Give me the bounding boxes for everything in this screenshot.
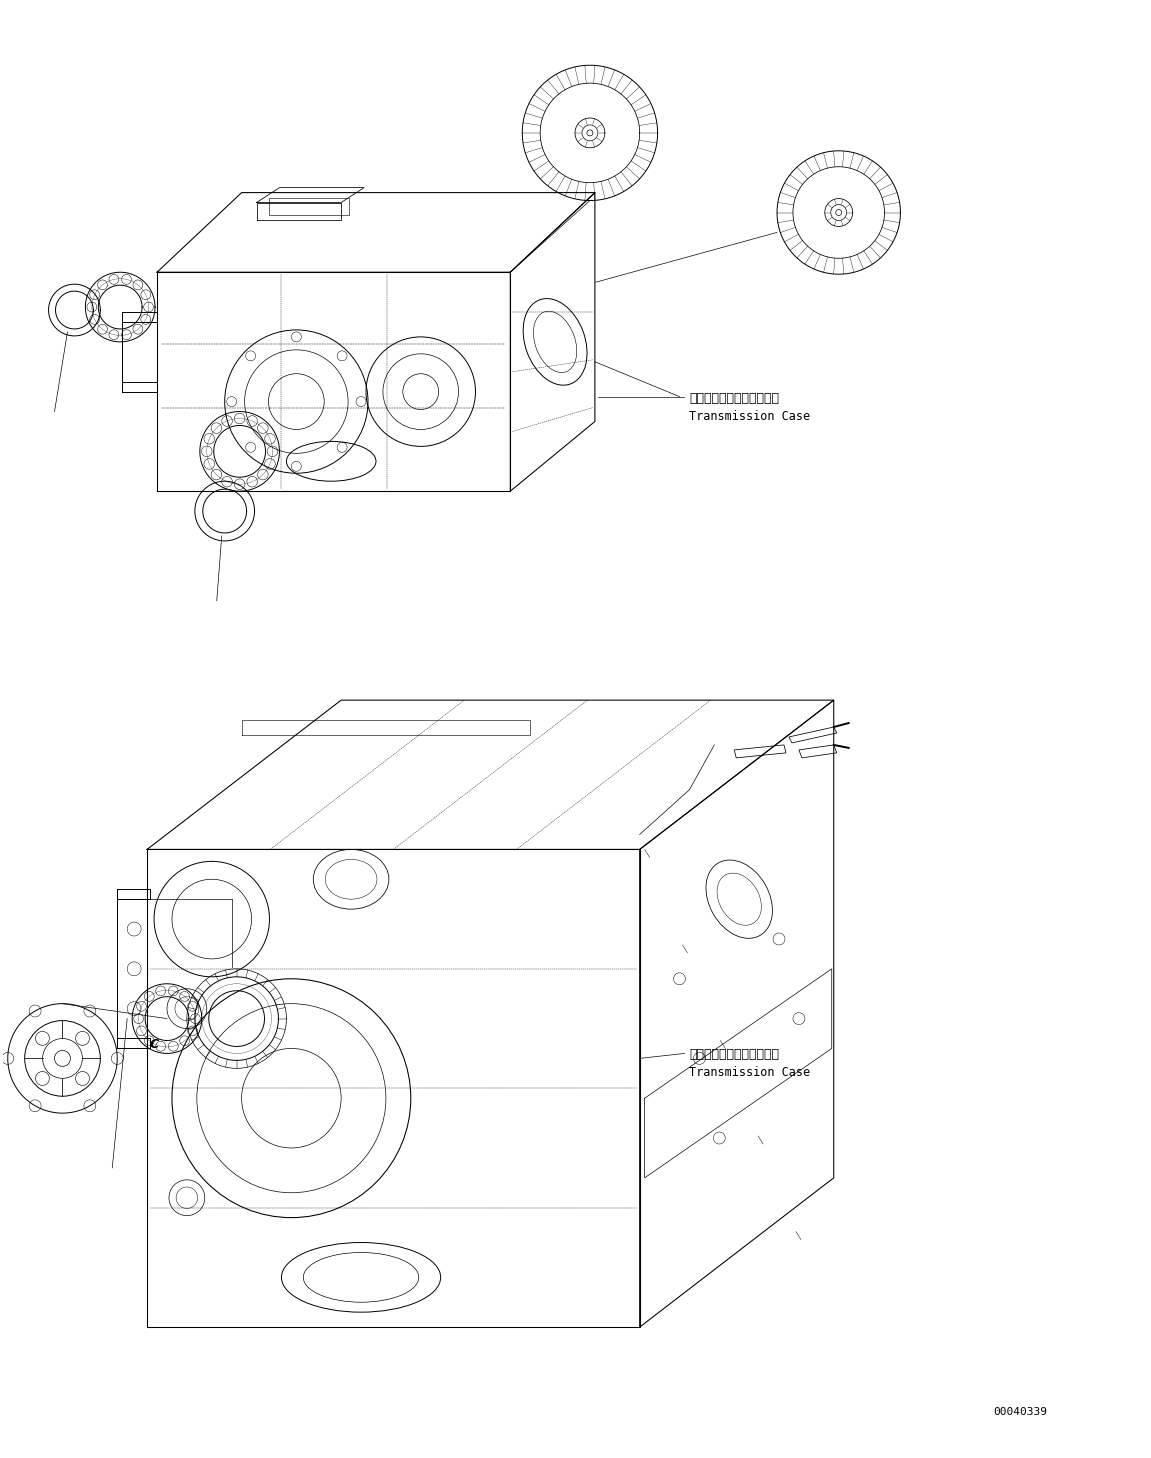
- Text: Transmission Case: Transmission Case: [689, 410, 810, 423]
- Bar: [269, 198, 349, 216]
- Text: トランスミッションケース: トランスミッションケース: [689, 392, 779, 405]
- Text: Transmission Case: Transmission Case: [689, 1066, 810, 1079]
- Text: 00040339: 00040339: [993, 1407, 1047, 1417]
- Text: C: C: [150, 1038, 158, 1051]
- Text: トランスミッションケース: トランスミッションケース: [689, 1048, 779, 1061]
